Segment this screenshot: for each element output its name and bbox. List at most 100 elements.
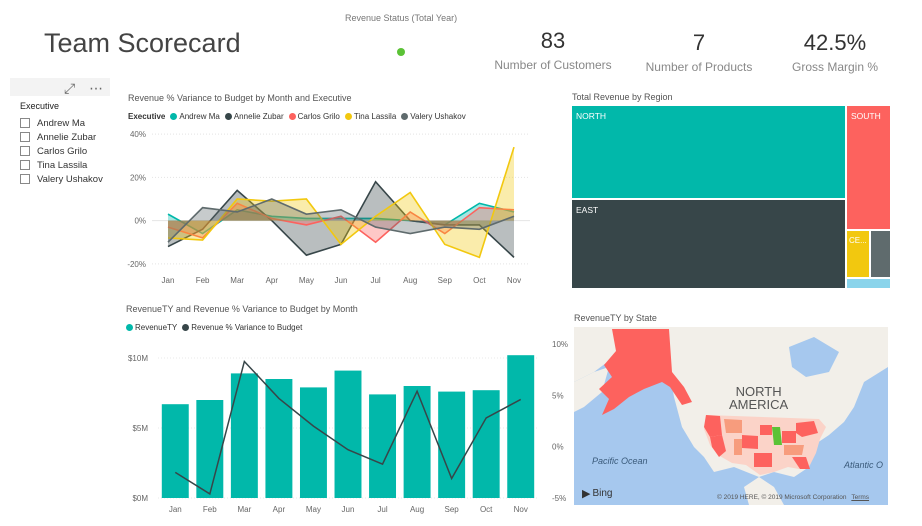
bar-jun[interactable] — [334, 370, 362, 498]
line-valery-ushakov[interactable] — [167, 198, 515, 243]
combo-chart-legend: RevenueTY Revenue % Variance to Budget — [126, 323, 307, 332]
bar-nov[interactable] — [507, 355, 535, 498]
slicer-item-valery-ushakov[interactable]: Valery Ushakov — [20, 172, 103, 186]
treemap-tile-north[interactable]: NORTH — [572, 106, 845, 198]
left-tick-label: $0M — [132, 494, 148, 503]
x-tick-label: Jun — [335, 276, 348, 285]
combo-chart-title: RevenueTY and Revenue % Variance to Budg… — [126, 304, 358, 314]
kpi-value: 7 — [692, 30, 706, 55]
more-options-icon[interactable]: ⋯ — [89, 80, 104, 96]
state-new-york[interactable] — [796, 421, 818, 437]
line-andrew-ma[interactable] — [167, 202, 515, 235]
map-title: RevenueTY by State — [574, 313, 657, 323]
revenue-status-label: Revenue Status (Total Year) — [345, 13, 458, 23]
treemap-tile-east[interactable]: EAST — [572, 200, 845, 288]
slicer-item-tina-lassila[interactable]: Tina Lassila — [20, 158, 103, 172]
state-utah[interactable] — [734, 439, 742, 455]
x-tick-label: Apr — [273, 505, 286, 514]
area-tina-lassila[interactable] — [168, 147, 514, 258]
bar-may[interactable] — [299, 387, 327, 498]
treemap-tile-minor[interactable] — [847, 279, 890, 288]
map-label-line: NORTH — [735, 384, 782, 399]
legend-item-annelie-zubar[interactable]: Annelie Zubar — [224, 112, 284, 121]
checkbox[interactable] — [20, 118, 30, 128]
bing-logo-text: Bing — [592, 488, 613, 499]
kpi-card-gross-margin[interactable]: 42.5% Gross Margin % — [780, 30, 890, 74]
treemap-tile-other[interactable] — [871, 231, 890, 277]
right-tick-label: 5% — [552, 391, 564, 400]
state-montana[interactable] — [724, 419, 742, 433]
legend-item-carlos-grilo[interactable]: Carlos Grilo — [288, 112, 340, 121]
variance-chart-title: Revenue % Variance to Budget by Month an… — [128, 93, 352, 103]
area-valery-ushakov[interactable] — [168, 199, 514, 243]
bar-mar[interactable] — [230, 373, 258, 498]
slicer-item-carlos-grilo[interactable]: Carlos Grilo — [20, 144, 103, 158]
bar-jul[interactable] — [369, 394, 397, 498]
state-washington-oregon[interactable] — [704, 415, 722, 437]
state-ohio[interactable] — [782, 431, 796, 443]
state-texas[interactable] — [754, 453, 772, 467]
checkbox[interactable] — [20, 160, 30, 170]
legend-item-revenuety[interactable]: RevenueTY — [126, 323, 177, 332]
checkbox[interactable] — [20, 174, 30, 184]
kpi-value: 42.5% — [803, 30, 867, 55]
kpi-card-products[interactable]: 7 Number of Products — [636, 30, 762, 74]
region-treemap[interactable]: NORTH EAST SOUTH CE... — [572, 106, 890, 288]
legend-item-variance[interactable]: Revenue % Variance to Budget — [182, 323, 302, 332]
variance-area-chart[interactable]: 40% 20% 0% -20% Jan Feb Mar Apr May Jun Jul Aug Sep O… — [118, 124, 538, 290]
line-carlos-grilo[interactable] — [167, 202, 515, 244]
state-california[interactable] — [710, 435, 726, 457]
y-tick-label: -20% — [127, 260, 146, 269]
combo-bar-line-chart[interactable]: $10M $5M $0M 10% 5% 0% -5% Jan Feb Mar Apr May Jun Ju… — [118, 334, 574, 520]
bar-oct[interactable] — [472, 390, 500, 498]
legend-swatch — [401, 113, 409, 120]
state-colorado[interactable] — [742, 435, 758, 449]
focus-mode-icon[interactable]: ⤢ — [64, 80, 76, 96]
state-revenue-map[interactable]: NORTH AMERICA Pacific Ocean Atlantic O ▶… — [574, 327, 888, 505]
slicer-item-andrew-ma[interactable]: Andrew Ma — [20, 116, 103, 130]
state-alaska[interactable] — [599, 329, 692, 415]
area-andrew-ma[interactable] — [168, 203, 514, 234]
checkbox[interactable] — [20, 146, 30, 156]
area-carlos-grilo[interactable] — [168, 203, 514, 243]
kpi-card-customers[interactable]: 83 Number of Customers — [488, 28, 618, 72]
bar-aug[interactable] — [403, 386, 431, 498]
line-tina-lassila[interactable] — [167, 146, 515, 259]
x-tick-label: Sep — [445, 505, 460, 514]
treemap-tile-label: NORTH — [576, 111, 607, 121]
variance-chart-legend: Executive Andrew Ma Annelie Zubar Carlos… — [128, 112, 471, 121]
state-florida[interactable] — [792, 457, 810, 469]
x-tick-label: Apr — [266, 276, 279, 285]
bar-sep[interactable] — [438, 391, 466, 498]
bar-apr[interactable] — [265, 379, 293, 498]
legend-item-tina-lassila[interactable]: Tina Lassila — [344, 112, 396, 121]
bar-jan[interactable] — [161, 404, 189, 498]
treemap-tile-central[interactable]: CE... — [847, 231, 869, 277]
state-illinois[interactable] — [772, 427, 782, 445]
legend-item-valery-ushakov[interactable]: Valery Ushakov — [401, 112, 466, 121]
bar-feb[interactable] — [196, 400, 224, 498]
legend-label: Carlos Grilo — [297, 112, 340, 121]
checkbox[interactable] — [20, 132, 30, 142]
treemap-tile-south[interactable]: SOUTH — [847, 106, 890, 229]
area-annelie-zubar[interactable] — [168, 181, 514, 258]
kpi-label: Gross Margin % — [791, 60, 879, 74]
slicer-header: Executive — [20, 101, 60, 111]
legend-item-andrew-ma[interactable]: Andrew Ma — [170, 112, 220, 121]
kpi-value: 83 — [540, 28, 566, 53]
slicer-item-annelie-zubar[interactable]: Annelie Zubar — [20, 130, 103, 144]
terms-link[interactable]: Terms — [851, 494, 870, 501]
x-tick-label: Aug — [403, 276, 417, 285]
legend-title: Executive — [128, 112, 166, 121]
legend-swatch — [182, 324, 190, 331]
slicer-item-label: Annelie Zubar — [37, 131, 97, 143]
variance-line[interactable] — [174, 359, 522, 496]
x-tick-label: Aug — [410, 505, 424, 514]
land-asia-edge — [574, 367, 609, 412]
state-minnesota[interactable] — [760, 425, 772, 435]
left-tick-label: $10M — [128, 354, 148, 363]
legend-swatch — [126, 324, 133, 331]
y-tick-label: 40% — [130, 130, 146, 139]
x-tick-label: Feb — [196, 276, 210, 285]
state-tennessee[interactable] — [784, 445, 804, 455]
